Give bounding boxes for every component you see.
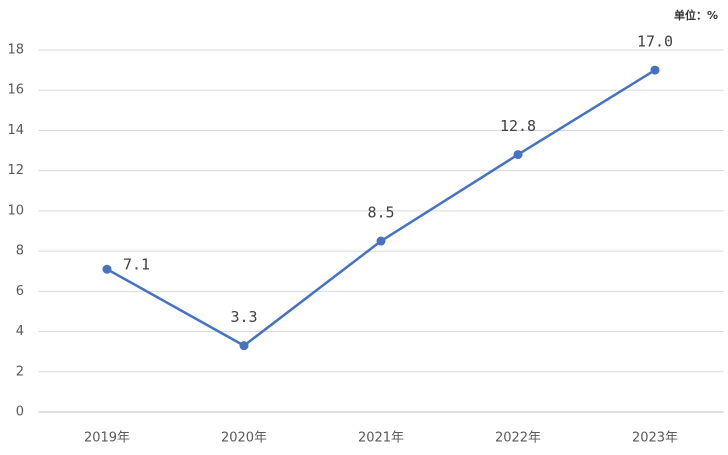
y-tick-label: 16 (7, 83, 24, 98)
data-point (376, 236, 386, 246)
data-point (513, 150, 523, 160)
data-label: 17.0 (637, 33, 673, 51)
y-tick-label: 2 (16, 364, 24, 379)
x-tick-label: 2022年 (495, 431, 541, 446)
data-point (650, 65, 660, 75)
y-tick-label: 6 (16, 284, 24, 299)
y-tick-label: 10 (7, 203, 24, 218)
x-tick-label: 2023年 (632, 431, 678, 446)
y-tick-label: 8 (16, 244, 24, 259)
data-label: 3.3 (230, 308, 257, 326)
y-tick-label: 12 (7, 163, 24, 178)
data-point (239, 341, 249, 351)
y-tick-label: 18 (7, 43, 24, 58)
data-point (102, 264, 112, 274)
data-label: 7.1 (123, 256, 150, 274)
data-label: 12.8 (500, 117, 536, 135)
data-label: 8.5 (367, 204, 394, 222)
y-tick-label: 0 (16, 405, 24, 420)
x-tick-label: 2020年 (221, 431, 267, 446)
y-tick-label: 14 (7, 123, 24, 138)
y-tick-label: 4 (16, 324, 24, 339)
unit-label: 单位：% (674, 8, 718, 22)
x-tick-label: 2021年 (358, 431, 404, 446)
x-tick-label: 2019年 (84, 431, 130, 446)
